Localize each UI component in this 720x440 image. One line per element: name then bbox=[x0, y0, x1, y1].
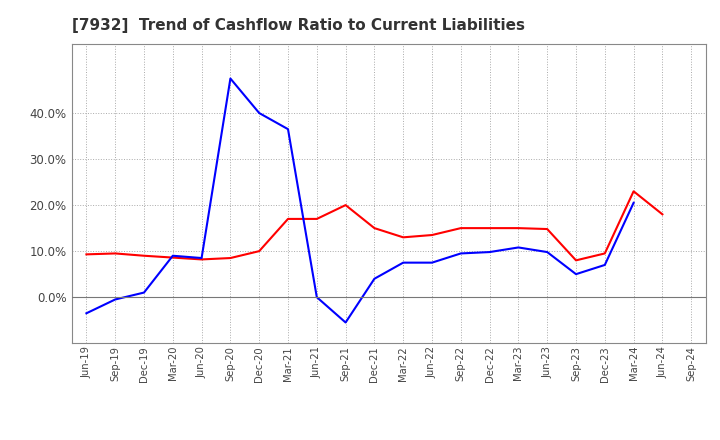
Free CF to Current Liabilities bbox=[226, 76, 235, 81]
Operating CF to Current Liabilities bbox=[543, 227, 552, 232]
Free CF to Current Liabilities bbox=[111, 297, 120, 302]
Operating CF to Current Liabilities bbox=[600, 251, 609, 256]
Free CF to Current Liabilities bbox=[600, 262, 609, 268]
Free CF to Current Liabilities bbox=[514, 245, 523, 250]
Operating CF to Current Liabilities bbox=[428, 232, 436, 238]
Free CF to Current Liabilities bbox=[572, 271, 580, 277]
Free CF to Current Liabilities bbox=[543, 249, 552, 255]
Free CF to Current Liabilities bbox=[399, 260, 408, 265]
Free CF to Current Liabilities bbox=[341, 320, 350, 325]
Operating CF to Current Liabilities bbox=[629, 189, 638, 194]
Free CF to Current Liabilities bbox=[168, 253, 177, 258]
Operating CF to Current Liabilities bbox=[168, 255, 177, 260]
Operating CF to Current Liabilities bbox=[456, 225, 465, 231]
Operating CF to Current Liabilities bbox=[341, 202, 350, 208]
Operating CF to Current Liabilities bbox=[197, 257, 206, 262]
Free CF to Current Liabilities bbox=[370, 276, 379, 282]
Free CF to Current Liabilities bbox=[255, 110, 264, 116]
Free CF to Current Liabilities bbox=[629, 200, 638, 205]
Operating CF to Current Liabilities bbox=[572, 258, 580, 263]
Operating CF to Current Liabilities bbox=[255, 249, 264, 254]
Operating CF to Current Liabilities bbox=[370, 225, 379, 231]
Operating CF to Current Liabilities bbox=[111, 251, 120, 256]
Free CF to Current Liabilities bbox=[140, 290, 148, 295]
Free CF to Current Liabilities bbox=[197, 255, 206, 260]
Line: Free CF to Current Liabilities: Free CF to Current Liabilities bbox=[86, 78, 634, 323]
Free CF to Current Liabilities bbox=[485, 249, 494, 255]
Free CF to Current Liabilities bbox=[456, 251, 465, 256]
Operating CF to Current Liabilities bbox=[658, 212, 667, 217]
Operating CF to Current Liabilities bbox=[82, 252, 91, 257]
Operating CF to Current Liabilities bbox=[140, 253, 148, 258]
Line: Operating CF to Current Liabilities: Operating CF to Current Liabilities bbox=[86, 191, 662, 260]
Free CF to Current Liabilities bbox=[284, 127, 292, 132]
Text: [7932]  Trend of Cashflow Ratio to Current Liabilities: [7932] Trend of Cashflow Ratio to Curren… bbox=[72, 18, 525, 33]
Operating CF to Current Liabilities bbox=[284, 216, 292, 222]
Free CF to Current Liabilities bbox=[312, 294, 321, 300]
Free CF to Current Liabilities bbox=[428, 260, 436, 265]
Operating CF to Current Liabilities bbox=[485, 225, 494, 231]
Operating CF to Current Liabilities bbox=[399, 235, 408, 240]
Operating CF to Current Liabilities bbox=[312, 216, 321, 222]
Free CF to Current Liabilities bbox=[82, 311, 91, 316]
Operating CF to Current Liabilities bbox=[514, 225, 523, 231]
Operating CF to Current Liabilities bbox=[226, 255, 235, 260]
